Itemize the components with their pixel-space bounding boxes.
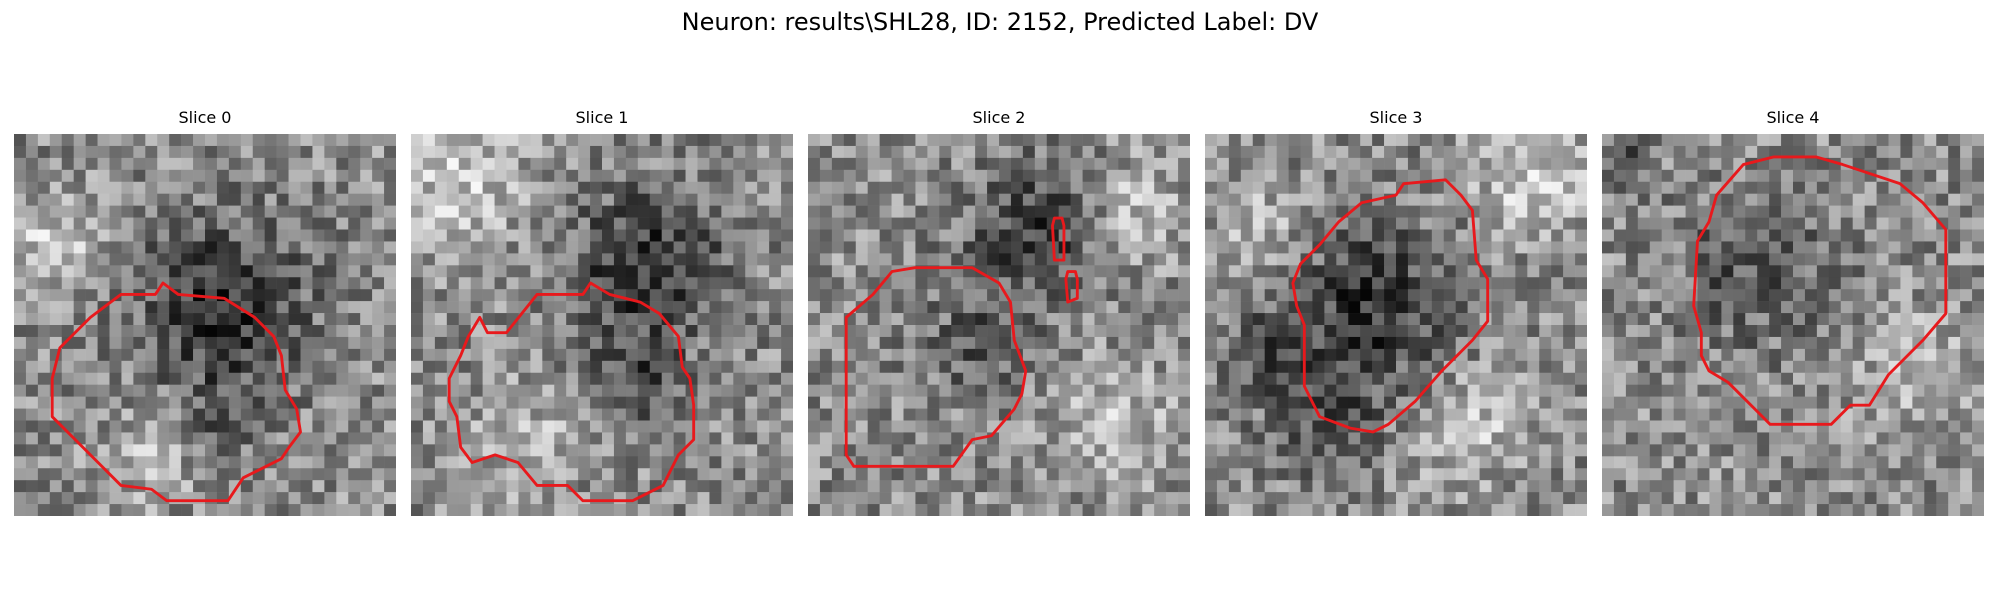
pixel-grid (1602, 134, 1984, 516)
slice-image (411, 134, 793, 516)
figure-title: Neuron: results\SHL28, ID: 2152, Predict… (681, 8, 1319, 36)
slice-image (14, 134, 396, 516)
roi-outline (844, 266, 1028, 468)
pixel-grid (14, 134, 396, 516)
roi-outline-small (1064, 270, 1079, 304)
slice-title: Slice 4 (1766, 108, 1820, 127)
slice-image (808, 134, 1190, 516)
slice-image (1205, 134, 1587, 516)
slice-title: Slice 2 (972, 108, 1026, 127)
slice-title: Slice 1 (575, 108, 629, 127)
roi-outline (1692, 155, 1948, 426)
slice-title: Slice 0 (178, 108, 232, 127)
roi-outline (1291, 178, 1490, 434)
pixel-grid (808, 134, 1190, 516)
roi-outline (447, 281, 696, 503)
pixel-grid (1205, 134, 1587, 516)
roi-outline (50, 281, 302, 503)
slice-title: Slice 3 (1369, 108, 1423, 127)
slice-image (1602, 134, 1984, 516)
roi-outline-small (1051, 216, 1066, 262)
pixel-grid (411, 134, 793, 516)
